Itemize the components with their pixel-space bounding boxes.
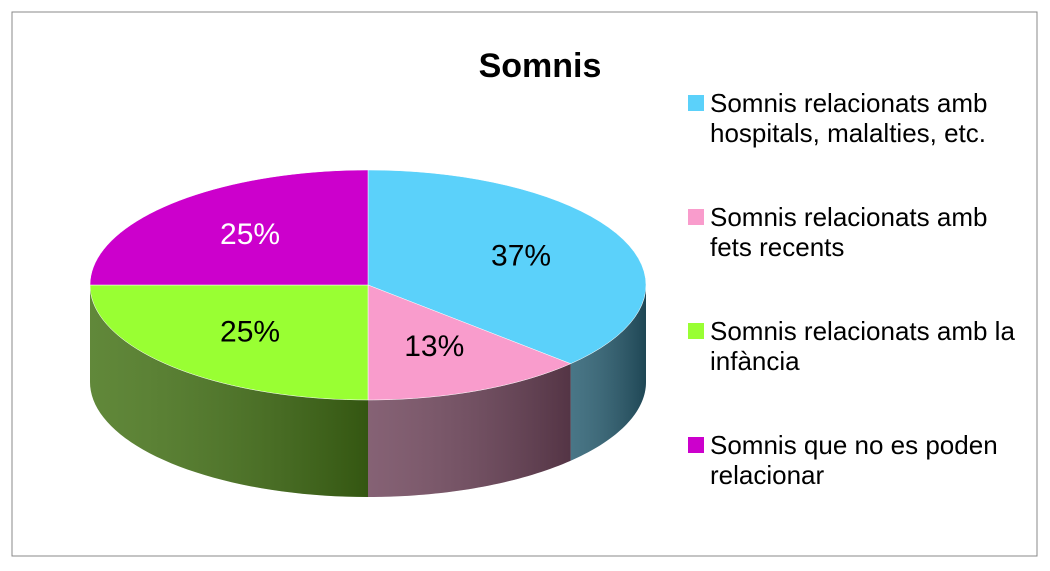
data-label: 37% bbox=[491, 240, 551, 273]
slice-side-shade bbox=[570, 285, 646, 461]
legend-swatch bbox=[688, 323, 704, 339]
data-label: 25% bbox=[220, 218, 280, 251]
legend-item: Somnis relacionats amb fets recents bbox=[688, 202, 1033, 262]
legend-label: Somnis relacionats amb la infància bbox=[710, 316, 1015, 376]
data-label: 25% bbox=[220, 316, 280, 349]
legend-label: Somnis que no es poden relacionar bbox=[710, 430, 998, 490]
legend-label: Somnis relacionats amb hospitals, malalt… bbox=[710, 88, 988, 148]
pie: 37% 13% 25% 25% bbox=[89, 169, 647, 497]
legend-item: Somnis relacionats amb hospitals, malalt… bbox=[688, 88, 1033, 148]
slice-side-shade bbox=[368, 363, 571, 497]
legend-item: Somnis relacionats amb la infància bbox=[688, 316, 1033, 376]
legend-label: Somnis relacionats amb fets recents bbox=[710, 202, 988, 262]
legend-item: Somnis que no es poden relacionar bbox=[688, 430, 1033, 490]
slice-side-shade bbox=[90, 285, 368, 497]
legend: Somnis relacionats amb hospitals, malalt… bbox=[688, 88, 1033, 490]
chart-title: Somnis bbox=[479, 47, 602, 85]
legend-swatch bbox=[688, 437, 704, 453]
legend-swatch bbox=[688, 209, 704, 225]
slice bbox=[367, 284, 572, 401]
slice bbox=[89, 169, 369, 286]
slice bbox=[89, 284, 369, 401]
legend-swatch bbox=[688, 95, 704, 111]
slice bbox=[367, 169, 647, 364]
data-label: 13% bbox=[404, 330, 464, 363]
